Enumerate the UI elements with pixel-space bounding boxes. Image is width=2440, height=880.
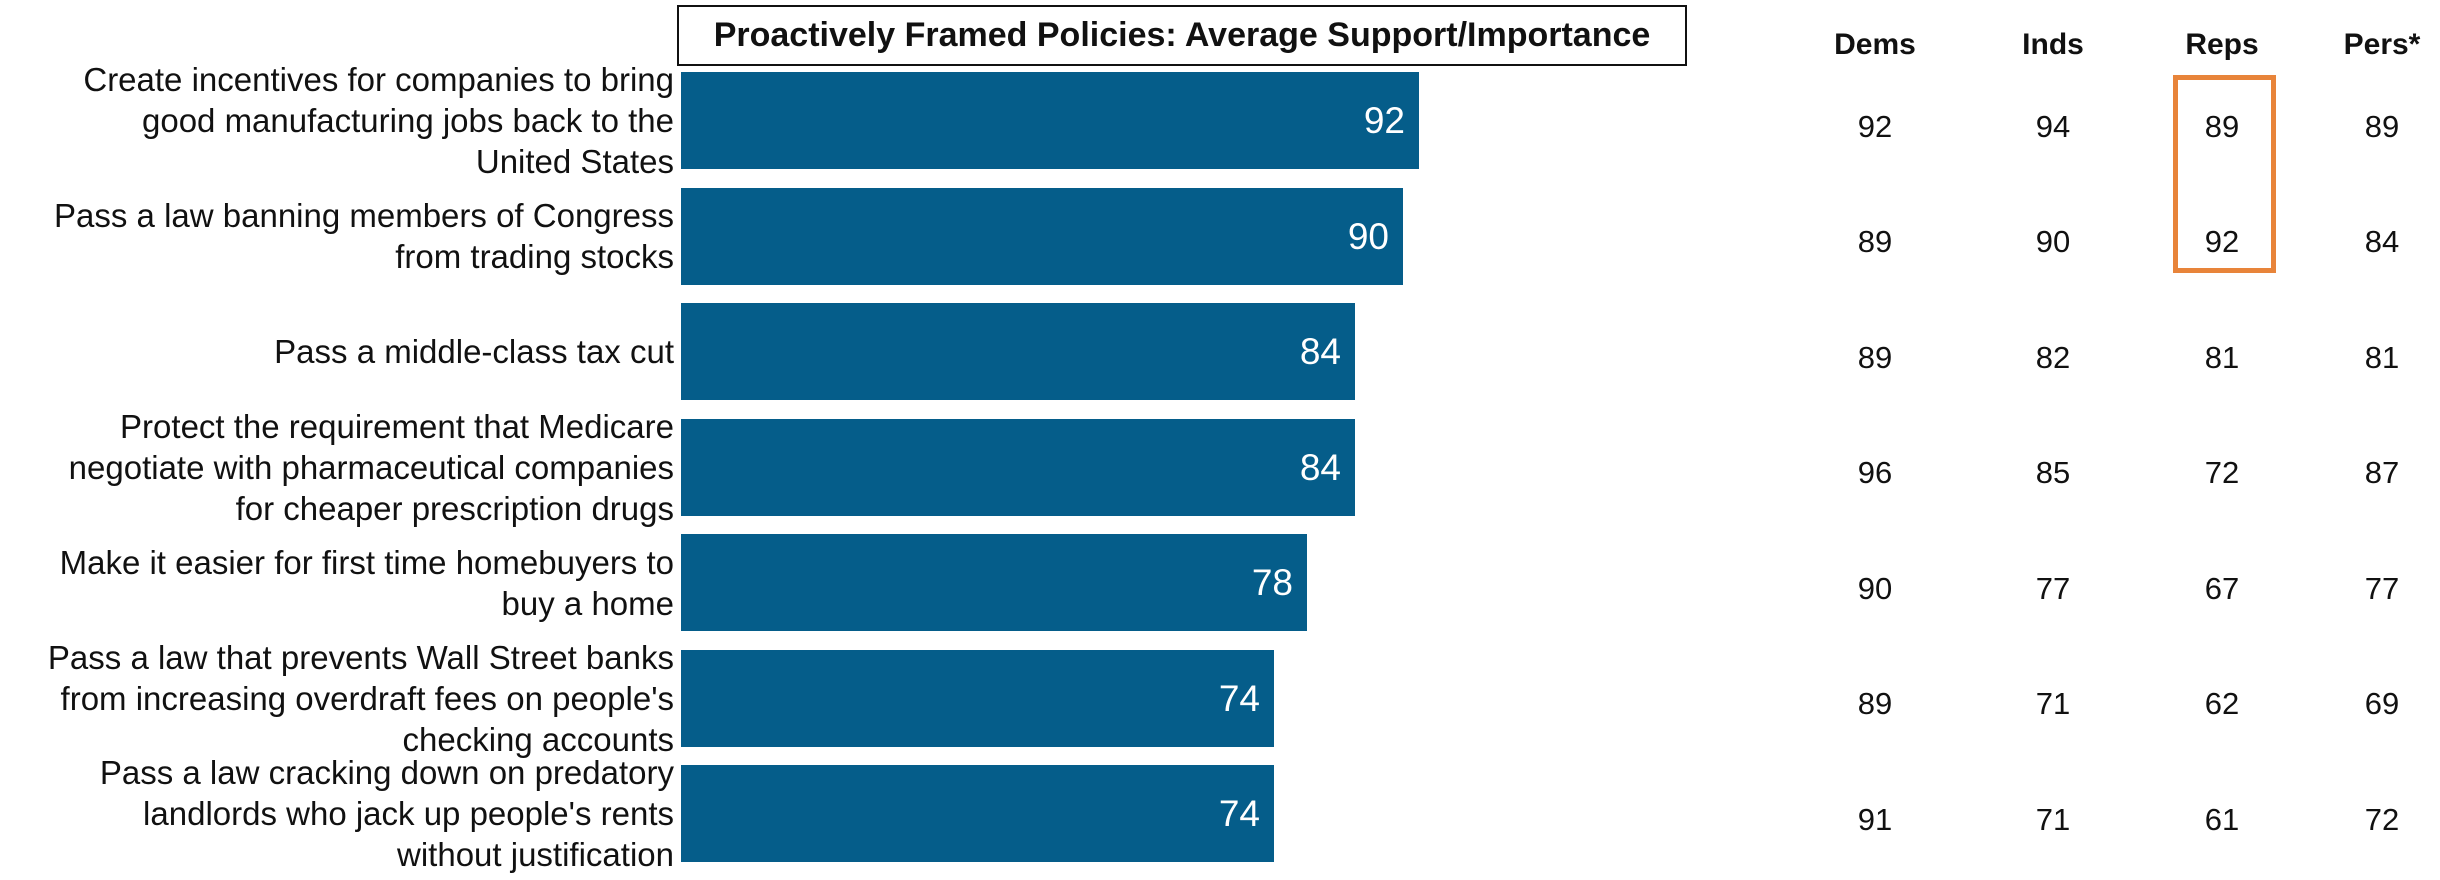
bar <box>681 534 1307 631</box>
bar <box>681 418 1355 516</box>
category-label-line: Pass a law banning members of Congress <box>54 197 674 234</box>
table-cell: 77 <box>2035 570 2071 606</box>
category-label-line: Make it easier for first time homebuyers… <box>59 543 674 581</box>
table-cell: 87 <box>2364 455 2400 490</box>
table-cell: 69 <box>2364 686 2400 721</box>
bar-value-label: 90 <box>1347 215 1389 257</box>
category-label-line: from increasing overdraft fees on people… <box>60 679 674 717</box>
category-label-line: Pass a middle-class tax cut <box>274 333 674 370</box>
table-cell: 85 <box>2035 455 2071 490</box>
category-label-line: good manufacturing jobs back to the <box>141 102 674 139</box>
table-cell: 81 <box>2364 339 2400 375</box>
table-cell: 91 <box>1857 801 1893 837</box>
table-cell: 67 <box>2204 570 2240 606</box>
table-cell: 72 <box>2204 455 2240 490</box>
category-label-line: buy a home <box>501 584 674 622</box>
table-cell: 89 <box>1857 686 1893 721</box>
table-cell: 62 <box>2204 686 2240 721</box>
bar <box>681 72 1419 169</box>
category-label-line: negotiate with pharmaceutical companies <box>68 448 674 486</box>
table-cell: 72 <box>2364 801 2400 837</box>
category-label-line: Pass a law that prevents Wall Street ban… <box>47 638 674 676</box>
table-cell: 89 <box>1857 224 1893 259</box>
table-cell: 71 <box>2035 686 2071 721</box>
bar <box>681 187 1403 285</box>
bar-value-label: 84 <box>1299 331 1341 372</box>
category-label: Create incentives for companies to bring… <box>0 59 674 182</box>
column-header-pers: Pers* <box>2343 28 2421 61</box>
category-label: Pass a law cracking down on predatory lan… <box>0 752 674 875</box>
table-cell: 61 <box>2204 801 2240 837</box>
reps-highlight-box <box>2173 75 2276 273</box>
table-cell: 82 <box>2035 339 2071 375</box>
bar-value-label: 74 <box>1218 793 1260 834</box>
category-label: Pass a middle-class tax cut <box>0 331 674 372</box>
column-header-reps: Reps <box>2185 28 2259 61</box>
table-cell: 89 <box>2364 108 2400 144</box>
table-cell: 84 <box>2364 224 2400 259</box>
column-header-inds: Inds <box>2022 28 2084 61</box>
category-label-line: Create incentives for companies to bring <box>83 61 674 98</box>
category-label: Protect the requirement that Medicare neg… <box>0 406 674 529</box>
category-label-line: United States <box>475 143 674 180</box>
table-cell: 90 <box>1857 570 1893 606</box>
table-cell: 92 <box>1857 108 1893 144</box>
bar-value-label: 74 <box>1218 677 1260 719</box>
column-header-dems: Dems <box>1834 28 1916 61</box>
table-cell: 92 <box>2204 224 2240 259</box>
table-cell: 89 <box>1857 339 1893 375</box>
category-label: Pass a law that prevents Wall Street ban… <box>0 637 674 760</box>
bar-value-label: 84 <box>1299 446 1341 488</box>
category-label-line: checking accounts <box>402 720 675 758</box>
table-cell: 71 <box>2035 801 2071 837</box>
table-cell: 77 <box>2364 570 2400 606</box>
table-cell: 89 <box>2204 108 2240 144</box>
bar <box>681 765 1274 862</box>
table-cell: 94 <box>2035 108 2071 144</box>
table-cell: 90 <box>2035 224 2071 259</box>
bar <box>681 303 1355 400</box>
category-label-line: Pass a law cracking down on predatory <box>99 754 674 791</box>
category-label-line: landlords who jack up people's rents <box>143 795 674 832</box>
category-label-line: for cheaper prescription drugs <box>235 489 674 527</box>
table-cell: 96 <box>1857 455 1893 490</box>
category-label: Pass a law banning members of Congress fr… <box>0 195 674 277</box>
category-label-line: from trading stocks <box>395 238 674 275</box>
category-label-line: Protect the requirement that Medicare <box>120 407 674 445</box>
chart-title: Proactively Framed Policies: Average Sup… <box>677 5 1687 66</box>
bar <box>681 649 1274 747</box>
category-label-line: without justification <box>397 836 674 873</box>
category-label: Make it easier for first time homebuyers… <box>0 542 674 624</box>
table-cell: 81 <box>2204 339 2240 375</box>
bar-value-label: 92 <box>1363 100 1405 141</box>
bar-value-label: 78 <box>1251 562 1293 603</box>
